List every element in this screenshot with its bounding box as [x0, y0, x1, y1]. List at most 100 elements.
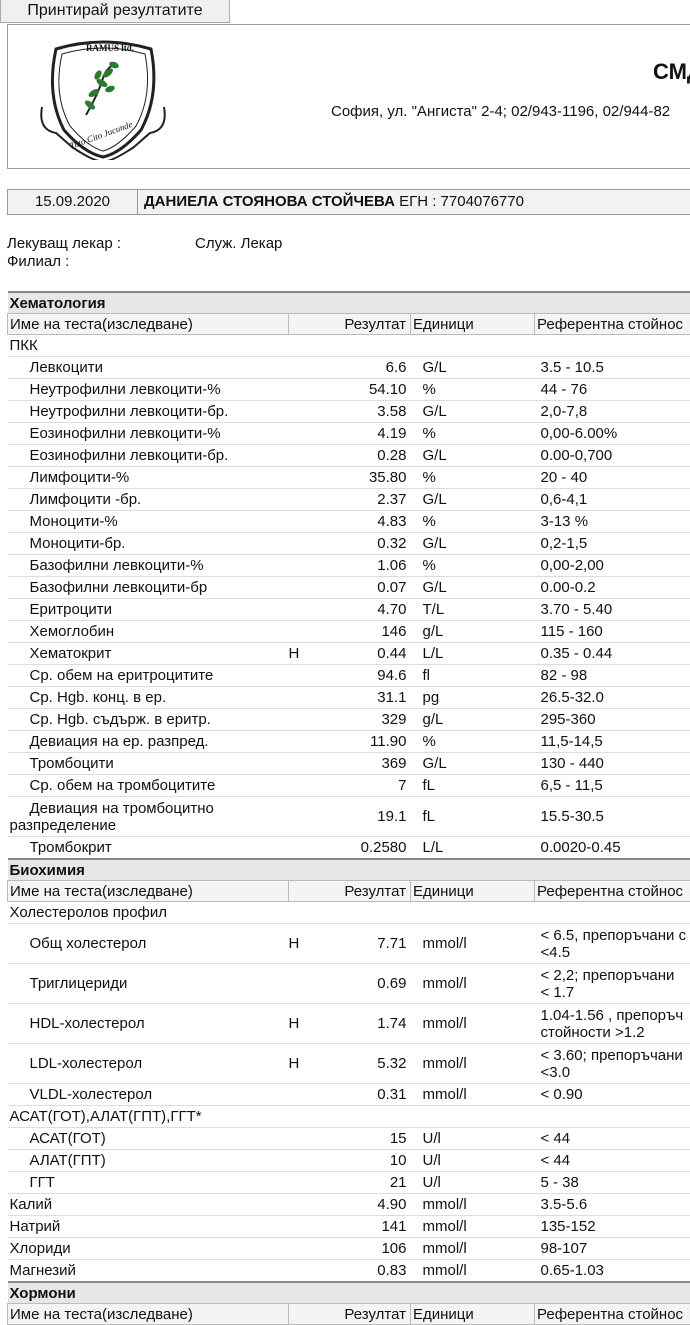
reference-range: < 3.60; препоръчани <3.0	[534, 1043, 690, 1084]
test-name: Ср. Hgb. съдърж. в еритр.	[7, 708, 289, 731]
test-name: Ср. обем на еритроцитите	[7, 664, 289, 687]
test-name: Неутрофилни левкоцити-%	[7, 378, 289, 401]
result-flag	[288, 963, 329, 1004]
test-name: Тромбоцити	[7, 752, 289, 775]
doctor-label: Лекуващ лекар :	[7, 235, 122, 252]
result-value: 1.74	[328, 1003, 411, 1044]
result-value: 0.31	[328, 1083, 411, 1106]
result-unit: mmol/l	[410, 1237, 535, 1260]
test-name: АСАТ(ГОТ)	[7, 1127, 289, 1150]
test-name: Ср. Hgb. конц. в ер.	[7, 686, 289, 709]
column-header-row: Име на теста(изследване) Резултат Единици Р…	[7, 313, 690, 335]
result-flag	[288, 378, 329, 401]
exam-date: 15.09.2020	[8, 190, 138, 214]
result-value: 2.37	[328, 488, 411, 511]
col-reference: Референтна стойнос	[534, 880, 690, 902]
reference-range: 135-152	[534, 1215, 690, 1238]
reference-range: 130 - 440	[534, 752, 690, 775]
test-name: АЛАТ(ГПТ)	[7, 1149, 289, 1172]
result-row: ГГТ 21 U/l 5 - 38	[7, 1171, 690, 1194]
patient-name: ДАНИЕЛА СТОЯНОВА СТОЙЧЕВА	[144, 193, 395, 210]
result-row: Ср. Hgb. съдърж. в еритр. 329 g/L 295-360	[7, 708, 690, 731]
test-name: VLDL-холестерол	[7, 1083, 289, 1106]
reference-range: 115 - 160	[534, 620, 690, 643]
reference-range: 0,00-2,00	[534, 554, 690, 577]
reference-range: 20 - 40	[534, 466, 690, 489]
result-flag	[288, 774, 329, 797]
test-name: Магнезий	[7, 1259, 289, 1283]
test-name: ГГТ	[7, 1171, 289, 1194]
result-unit: T/L	[410, 598, 535, 621]
col-test-name: Име на теста(изследване)	[7, 880, 289, 902]
result-row: Лимфоцити-% 35.80% 20 - 40	[7, 466, 690, 489]
reference-range: 5 - 38	[534, 1171, 690, 1194]
result-row: Девиация на тромбоцитно разпределение 19.1…	[7, 796, 690, 837]
result-unit: mmol/l	[410, 1043, 535, 1084]
test-name: Лимфоцити -бр.	[7, 488, 289, 511]
result-row: Ср. Hgb. конц. в ер. 31.1 pg 26.5-32.0	[7, 686, 690, 709]
result-unit: G/L	[410, 752, 535, 775]
reference-range: < 44	[534, 1127, 690, 1150]
result-flag	[288, 532, 329, 555]
result-value: 329	[328, 708, 411, 731]
result-value: 4.90	[328, 1193, 411, 1216]
result-value: 0.83	[328, 1259, 411, 1283]
reference-range: 2,0-7,8	[534, 400, 690, 423]
test-name: Еозинофилни левкоцити-бр.	[7, 444, 289, 467]
result-flag	[288, 510, 329, 533]
reference-range: 3-13 %	[534, 510, 690, 533]
section-hematology: Хематология	[7, 291, 690, 314]
test-name: Общ холестерол	[7, 923, 289, 964]
logo-text-top: RAMUS ltd.	[86, 43, 135, 53]
print-results-button[interactable]: Принтирай резултатите	[0, 0, 230, 23]
test-name: Лимфоцити-%	[7, 466, 289, 489]
reference-range: 0.00-0,700	[534, 444, 690, 467]
test-name: HDL-холестерол	[7, 1003, 289, 1044]
result-row: Лимфоцити -бр. 2.37 G/L 0,6-4,1	[7, 488, 690, 511]
result-unit: g/L	[410, 708, 535, 731]
col-reference: Референтна стойнос	[534, 1303, 690, 1325]
result-flag	[288, 1171, 329, 1194]
reference-range: < 2,2; препоръчани < 1.7	[534, 963, 690, 1004]
result-unit: %	[410, 554, 535, 577]
test-name: Девиация на тромбоцитно разпределение	[7, 796, 289, 837]
reference-range: < 0.90	[534, 1083, 690, 1106]
result-value: 7	[328, 774, 411, 797]
result-flag	[288, 598, 329, 621]
test-name: Тромбокрит	[7, 836, 289, 860]
reference-range: 0.35 - 0.44	[534, 642, 690, 665]
column-header-row: Име на теста(изследване) Резултат Единици Р…	[7, 1303, 690, 1325]
section-title: Хормони	[7, 1281, 690, 1304]
result-value: 10	[328, 1149, 411, 1172]
result-unit: G/L	[410, 400, 535, 423]
reference-range: 11,5-14,5	[534, 730, 690, 753]
result-value: 15	[328, 1127, 411, 1150]
result-row: Магнезий 0.83 mmol/l 0.65-1.03	[7, 1259, 690, 1283]
result-unit: U/l	[410, 1149, 535, 1172]
result-value: 54.10	[328, 378, 411, 401]
reference-range: 15.5-30.5	[534, 796, 690, 837]
result-flag	[288, 836, 329, 860]
result-value: 4.70	[328, 598, 411, 621]
result-unit: L/L	[410, 642, 535, 665]
result-unit: mmol/l	[410, 1215, 535, 1238]
result-unit: G/L	[410, 444, 535, 467]
group-name: Холестеролов профил	[7, 901, 690, 924]
group-name: АСАТ(ГОТ),АЛАТ(ГПТ),ГГТ*	[7, 1105, 690, 1128]
col-result: Резултат	[288, 1303, 411, 1325]
result-flag	[288, 1083, 329, 1106]
result-row: Хлориди 106 mmol/l 98-107	[7, 1237, 690, 1260]
reference-range: 44 - 76	[534, 378, 690, 401]
result-flag	[288, 1237, 329, 1260]
result-flag	[288, 356, 329, 379]
result-value: 7.71	[328, 923, 411, 964]
result-row: Неутрофилни левкоцити-% 54.10% 44 - 76	[7, 378, 690, 401]
result-unit: G/L	[410, 356, 535, 379]
result-value: 3.58	[328, 400, 411, 423]
result-value: 0.28	[328, 444, 411, 467]
reference-range: 0,6-4,1	[534, 488, 690, 511]
reference-range: 82 - 98	[534, 664, 690, 687]
test-name: Триглицериди	[7, 963, 289, 1004]
result-row: Моноцити-% 4.83% 3-13 %	[7, 510, 690, 533]
result-flag: H	[288, 923, 329, 964]
